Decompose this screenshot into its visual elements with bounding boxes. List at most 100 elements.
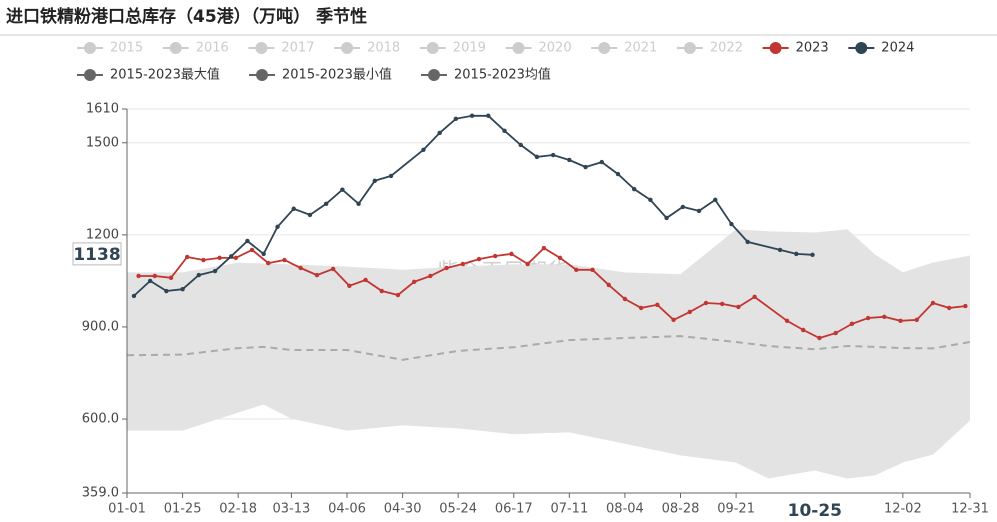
- pointer-x-box: [786, 498, 843, 522]
- data-point: [136, 273, 141, 279]
- data-point: [599, 159, 604, 165]
- data-point: [266, 260, 271, 266]
- data-point: [233, 255, 239, 261]
- data-point: [865, 315, 871, 321]
- x-tick-label: 05-24: [439, 502, 477, 517]
- data-point: [323, 201, 329, 207]
- data-point: [574, 267, 579, 273]
- legend-label[interactable]: 2016: [196, 41, 229, 56]
- band-area: [127, 229, 970, 478]
- y-tick-label: 1200: [86, 227, 119, 242]
- legend-label[interactable]: 2015-2023均值: [454, 67, 551, 83]
- data-point: [180, 286, 185, 292]
- y-tick-label: 1610: [86, 102, 119, 117]
- data-point: [833, 330, 838, 336]
- data-point: [291, 206, 296, 211]
- legend-icon: [169, 42, 182, 54]
- data-point: [534, 154, 540, 160]
- pointer-y-label: 1138: [73, 245, 120, 265]
- legend-icon: [84, 42, 96, 54]
- data-point: [411, 279, 417, 285]
- legend-label[interactable]: 2022: [710, 41, 743, 56]
- legend-icon: [683, 42, 696, 54]
- data-point: [590, 267, 595, 273]
- legend-icon: [255, 42, 268, 54]
- data-point: [801, 327, 806, 333]
- data-point: [131, 293, 137, 299]
- data-point: [615, 171, 621, 177]
- legend-icon: [341, 42, 354, 54]
- pointer-x-label: 10-25: [788, 501, 842, 521]
- data-point: [664, 215, 669, 221]
- data-point: [168, 275, 174, 281]
- data-point: [777, 247, 783, 253]
- data-point: [525, 261, 530, 267]
- data-point: [680, 204, 686, 210]
- legend-label[interactable]: 2018: [367, 41, 400, 56]
- data-point: [745, 239, 750, 245]
- pointer-y-box: [72, 242, 122, 266]
- data-point: [696, 208, 702, 214]
- legend-label[interactable]: 2024: [881, 41, 914, 56]
- x-tick-label: 07-11: [550, 502, 588, 517]
- data-point: [196, 272, 201, 278]
- data-point: [849, 321, 855, 327]
- legend-label[interactable]: 2015: [110, 41, 143, 56]
- data-point: [882, 314, 887, 320]
- legend-icon: [769, 42, 782, 54]
- data-point: [282, 257, 287, 263]
- data-point: [550, 152, 556, 158]
- data-point: [898, 318, 903, 323]
- data-point: [330, 266, 336, 272]
- data-point: [164, 288, 169, 294]
- data-point: [249, 247, 255, 253]
- data-point: [340, 187, 345, 192]
- data-point: [946, 305, 952, 311]
- x-tick-label: 12-02: [884, 502, 922, 517]
- data-point: [147, 278, 153, 284]
- legend-label[interactable]: 2015-2023最大值: [110, 67, 220, 83]
- data-point: [729, 221, 734, 227]
- x-tick-label: 12-31: [951, 502, 989, 517]
- data-point: [356, 201, 361, 207]
- y-tick-label: 600.0: [82, 412, 119, 427]
- legend-label[interactable]: 2019: [453, 41, 486, 56]
- data-point: [347, 283, 352, 289]
- data-point: [493, 253, 498, 259]
- data-point: [638, 305, 644, 311]
- data-point: [631, 186, 637, 192]
- data-point: [502, 128, 507, 133]
- data-point: [469, 113, 475, 118]
- data-point: [648, 197, 653, 203]
- data-point: [752, 294, 757, 300]
- legend-icon: [855, 42, 868, 54]
- legend-label[interactable]: 2015-2023最小值: [282, 67, 392, 83]
- legend-label[interactable]: 2017: [281, 41, 314, 56]
- x-tick-label: 03-13: [273, 502, 311, 517]
- data-point: [518, 142, 523, 148]
- legend-icon: [598, 42, 611, 54]
- data-point: [557, 255, 563, 261]
- data-point: [372, 178, 378, 184]
- data-point: [444, 265, 449, 271]
- data-point: [298, 265, 303, 271]
- data-point: [719, 301, 725, 307]
- data-point: [541, 245, 547, 251]
- legend-icon: [84, 69, 96, 81]
- data-point: [152, 273, 157, 279]
- data-point: [460, 261, 466, 267]
- data-point: [476, 256, 482, 262]
- data-point: [930, 300, 936, 306]
- data-point: [567, 157, 572, 163]
- data-point: [421, 147, 426, 153]
- data-point: [229, 254, 234, 259]
- x-tick-label: 08-28: [662, 502, 700, 517]
- band-edge: [127, 403, 971, 479]
- legend-label[interactable]: 2020: [539, 41, 572, 56]
- data-point: [388, 173, 394, 179]
- legend-label[interactable]: 2021: [624, 41, 657, 56]
- y-tick-label: 359.0: [82, 486, 119, 501]
- legend-label[interactable]: 2023: [796, 41, 829, 56]
- x-tick-label: 01-25: [164, 502, 202, 517]
- data-point: [245, 238, 250, 244]
